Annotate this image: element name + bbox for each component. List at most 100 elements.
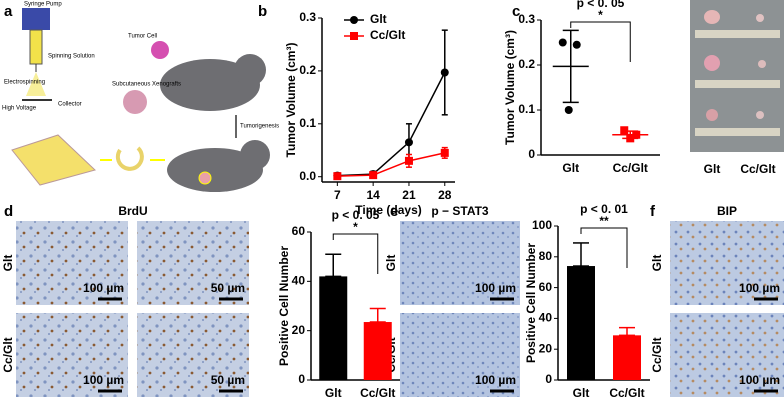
- point: [404, 156, 413, 165]
- point: [572, 40, 581, 49]
- schematic: Syringe Pump Spinning Solution Electrosp…: [2, 2, 279, 192]
- label: High Voltage: [2, 106, 37, 112]
- panel-label: e: [390, 203, 398, 220]
- micrograph: [16, 221, 128, 305]
- micrograph-title: BIP: [717, 204, 737, 218]
- y-tick-label: 80: [539, 249, 553, 263]
- point: [333, 172, 342, 181]
- label: Tumorigenesis: [240, 124, 279, 130]
- x-tick-label: Cc/Glt: [360, 386, 395, 400]
- xenograft: [123, 90, 147, 114]
- point: [620, 126, 629, 135]
- ruler: [695, 80, 780, 88]
- legend-marker: [350, 16, 358, 24]
- y-axis-label: Tumor Volume (cm³): [503, 30, 517, 145]
- x-tick-label: 14: [366, 188, 380, 202]
- ruler: [695, 30, 780, 38]
- y-tick-label: 60: [292, 224, 306, 238]
- scale-label: 50 µm: [211, 373, 245, 387]
- legend-label: Glt: [370, 12, 387, 26]
- y-tick-label: 0.1: [518, 102, 535, 116]
- tumor: [706, 109, 718, 121]
- mouse-head: [234, 54, 266, 86]
- y-tick-label: 100: [532, 218, 552, 232]
- y-tick-label: 0: [528, 147, 535, 161]
- legend-label: Cc/Glt: [370, 28, 405, 42]
- point: [404, 138, 413, 147]
- scale-label: 100 µm: [475, 373, 516, 387]
- label: Subcutaneous Xenografts: [112, 82, 181, 88]
- y-tick-label: 0: [298, 372, 305, 386]
- tumor: [758, 60, 766, 68]
- y-tick-label: 0.3: [299, 10, 316, 24]
- bar: [613, 335, 641, 380]
- y-tick-label: 0: [545, 372, 552, 386]
- panel-label: b: [258, 3, 267, 20]
- scale-label: 100 µm: [475, 281, 516, 295]
- annotation: *: [598, 8, 603, 22]
- legend-marker: [350, 32, 358, 40]
- bracket: [580, 227, 628, 268]
- ring: [115, 146, 144, 171]
- tumor-cells: [151, 41, 169, 59]
- ruler: [695, 128, 780, 136]
- panel-label: c: [512, 3, 520, 20]
- micrograph: [16, 313, 128, 397]
- x-tick-label: Cc/Glt: [609, 386, 644, 400]
- syringe-pump: [22, 8, 50, 30]
- y-tick-label: 0.3: [518, 12, 535, 26]
- line: [337, 152, 445, 177]
- photo: Glt Cc/Glt: [690, 0, 784, 176]
- row-label: Cc/Glt: [1, 337, 15, 372]
- mat: [11, 134, 96, 186]
- micrograph-title: p − STAT3: [431, 204, 489, 218]
- tumor: [198, 171, 212, 185]
- annotation: p < 0. 05: [332, 208, 380, 222]
- label: Collector: [58, 102, 82, 108]
- syringe: [29, 29, 43, 65]
- micrograph: [670, 221, 784, 305]
- micrograph: [670, 313, 784, 397]
- micrograph-title: BrdU: [118, 204, 147, 218]
- y-tick-label: 40: [539, 311, 553, 325]
- x-tick-label: Glt: [325, 386, 342, 400]
- y-axis-label: Tumor Volume (cm³): [284, 43, 298, 158]
- y-tick-label: 40: [292, 274, 306, 288]
- panel-label: f: [650, 203, 656, 220]
- micrograph: [137, 221, 249, 305]
- mouse: [167, 148, 263, 192]
- mouse-head: [240, 140, 270, 170]
- label: Spinning Solution: [48, 54, 95, 60]
- y-tick-label: 0.1: [299, 116, 316, 130]
- scale-label: 50 µm: [211, 281, 245, 295]
- tumor: [704, 55, 720, 71]
- y-tick-label: 0.2: [518, 57, 535, 71]
- x-tick-label: 28: [438, 188, 452, 202]
- y-axis-label: Positive Cell Number: [277, 246, 291, 366]
- line: [337, 72, 446, 177]
- y-axis-label: Positive Cell Number: [524, 243, 538, 363]
- tumor: [756, 14, 764, 22]
- y-tick-label: 0.2: [299, 63, 316, 77]
- y-tick-label: 60: [539, 280, 553, 294]
- annotation: p < 0. 05: [577, 0, 625, 10]
- scale-label: 100 µm: [739, 373, 780, 387]
- bar: [319, 276, 348, 380]
- label: Syringe Pump: [24, 2, 62, 8]
- photo-label: Cc/Glt: [740, 162, 775, 176]
- bracket: [332, 233, 379, 274]
- point: [440, 68, 449, 77]
- x-tick-label: 7: [334, 188, 341, 202]
- label: Tumor Cell: [128, 34, 157, 40]
- point: [564, 106, 573, 114]
- tumor: [756, 111, 764, 119]
- annotation: **: [599, 214, 609, 228]
- x-tick-label: Glt: [573, 386, 590, 400]
- annotation: p < 0. 01: [580, 202, 628, 216]
- row-label: Cc/Glt: [650, 337, 664, 372]
- x-tick-label: Glt: [562, 161, 579, 175]
- micrograph: [400, 313, 520, 397]
- micrograph: [400, 221, 520, 305]
- bar: [363, 322, 392, 380]
